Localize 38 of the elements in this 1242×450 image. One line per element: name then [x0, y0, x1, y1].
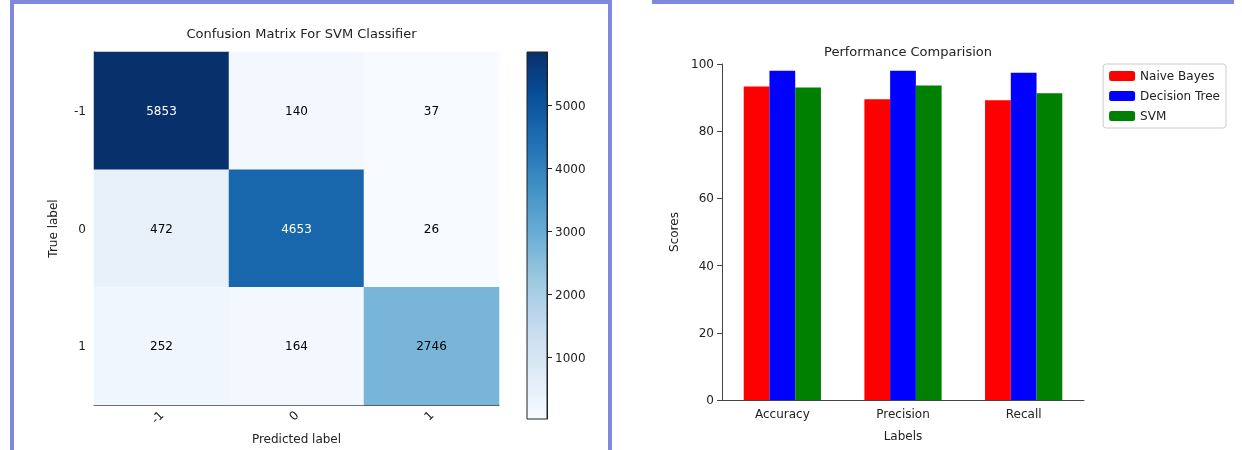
y-axis-title: True label [46, 199, 60, 259]
data-label: 472 [150, 221, 173, 236]
x-tick-label: 1 [421, 408, 437, 424]
legend-label: Decision Tree [1140, 89, 1220, 103]
x-axis-title: Labels [883, 429, 923, 443]
data-label: 26 [423, 221, 440, 236]
y-tick-label: 80 [698, 124, 714, 139]
color-bar-label: 1000 [555, 350, 586, 365]
data-label: 5853 [146, 103, 177, 118]
chart-title: Confusion Matrix For SVM Classifier [186, 26, 418, 41]
data-label: 140 [285, 103, 308, 118]
y-tick-label: 20 [698, 325, 714, 340]
legend-label: Naive Bayes [1140, 69, 1215, 83]
y-tick-label: 0 [78, 221, 86, 236]
y-tick-label: -1 [74, 103, 86, 118]
x-tick-label: Accuracy [754, 407, 810, 421]
x-axis-title: Predicted label [251, 432, 342, 446]
color-bar-label: 2000 [555, 287, 586, 302]
data-label: 252 [150, 339, 173, 354]
y-tick-label: 60 [698, 191, 714, 206]
data-label: 164 [285, 339, 308, 354]
y-tick-label: 1 [78, 339, 86, 354]
x-tick-label: 0 [286, 408, 302, 424]
y-tick-label: 40 [698, 258, 714, 273]
y-tick-label: 100 [691, 57, 714, 71]
data-label: 4653 [281, 221, 312, 236]
legend-label: SVM [1140, 109, 1167, 123]
color-bar-label: 4000 [555, 161, 586, 176]
chart-title: Performance Comparision [824, 44, 992, 59]
x-tick-label: Precision [876, 407, 930, 421]
x-tick-label: Recall [1005, 407, 1042, 421]
data-label: 37 [423, 103, 440, 118]
y-tick-label: 0 [706, 393, 714, 407]
y-axis-title: Scores [667, 212, 682, 252]
data-label: 2746 [416, 339, 447, 354]
color-bar-label: 5000 [555, 98, 586, 113]
color-bar-label: 3000 [555, 224, 586, 239]
x-tick-label: -1 [148, 408, 167, 427]
